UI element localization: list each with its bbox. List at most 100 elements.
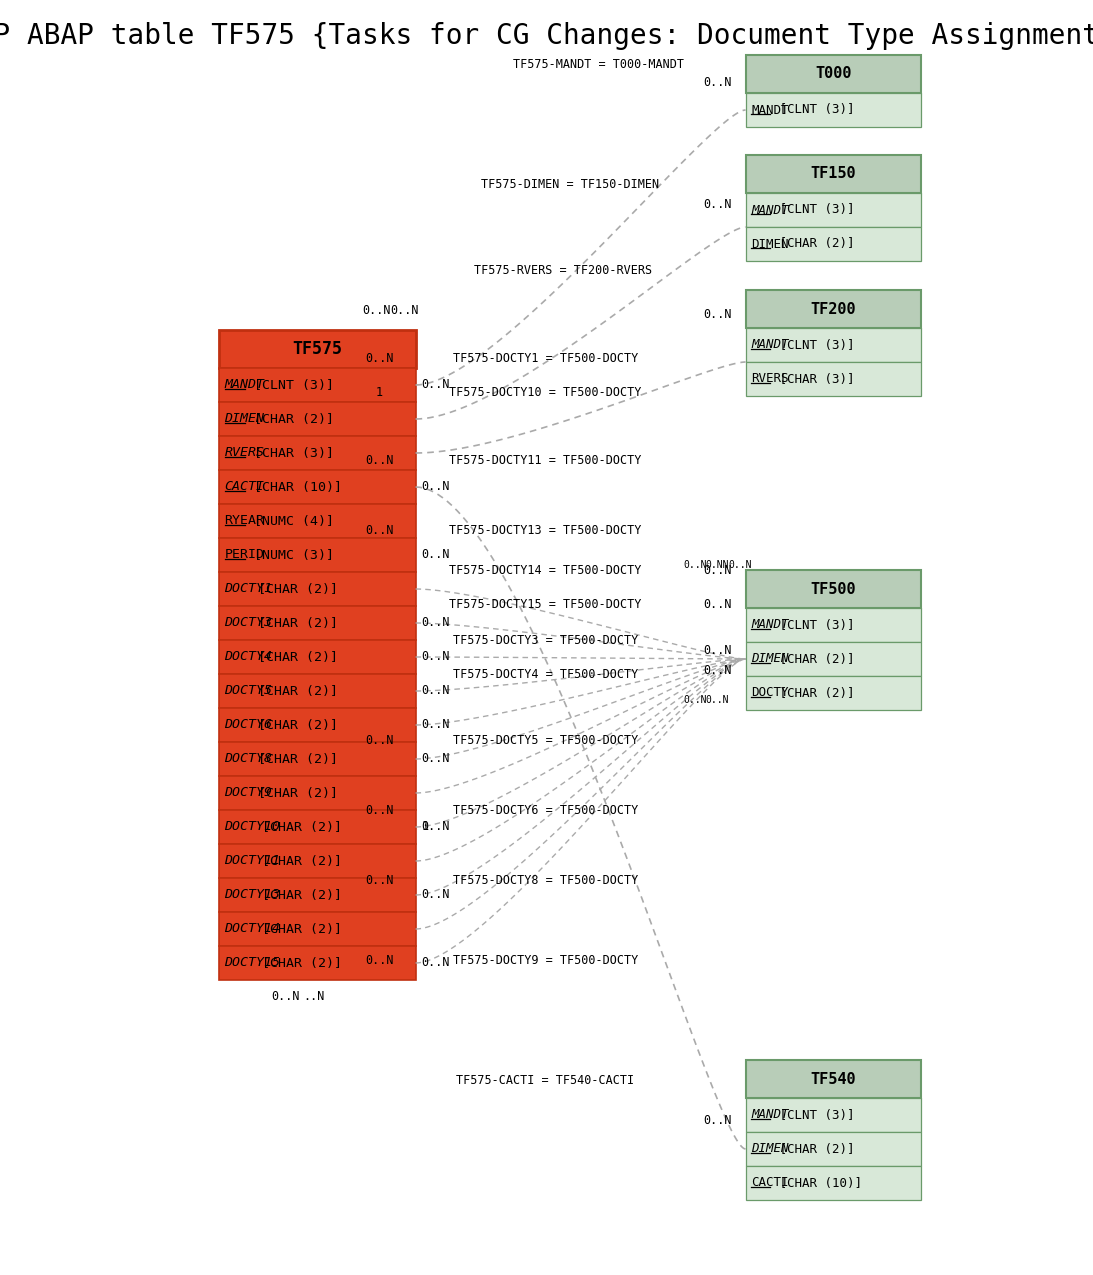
Text: 0..N: 0..N xyxy=(365,873,393,886)
Text: TF575: TF575 xyxy=(292,340,342,358)
FancyBboxPatch shape xyxy=(219,742,415,776)
FancyBboxPatch shape xyxy=(745,643,921,676)
Text: [CHAR (2)]: [CHAR (2)] xyxy=(254,821,342,834)
Text: TF575-MANDT = T000-MANDT: TF575-MANDT = T000-MANDT xyxy=(513,59,683,71)
Text: [CHAR (2)]: [CHAR (2)] xyxy=(250,617,338,630)
Text: TF575-DIMEN = TF150-DIMEN: TF575-DIMEN = TF150-DIMEN xyxy=(481,179,659,191)
Text: TF575-DOCTY10 = TF500-DOCTY: TF575-DOCTY10 = TF500-DOCTY xyxy=(449,385,642,399)
Text: TF575-DOCTY4 = TF500-DOCTY: TF575-DOCTY4 = TF500-DOCTY xyxy=(453,668,638,682)
Text: 0..N: 0..N xyxy=(421,685,449,697)
FancyBboxPatch shape xyxy=(745,93,921,128)
Text: DOCTY11: DOCTY11 xyxy=(224,854,281,867)
Text: [CLNT (3)]: [CLNT (3)] xyxy=(772,103,854,116)
Text: [CHAR (2)]: [CHAR (2)] xyxy=(250,787,338,799)
Text: [CHAR (2)]: [CHAR (2)] xyxy=(254,889,342,901)
Text: DOCTY15: DOCTY15 xyxy=(224,956,281,969)
Text: RYEAR: RYEAR xyxy=(224,515,265,528)
FancyBboxPatch shape xyxy=(219,538,415,572)
Text: [CHAR (2)]: [CHAR (2)] xyxy=(250,752,338,765)
Text: MANDT: MANDT xyxy=(224,379,265,391)
FancyBboxPatch shape xyxy=(745,1167,921,1200)
Text: MANDT: MANDT xyxy=(751,204,789,217)
Text: 0..N: 0..N xyxy=(365,954,393,966)
Text: 0.NN: 0.NN xyxy=(706,560,729,570)
Text: [CHAR (2)]: [CHAR (2)] xyxy=(250,719,338,732)
Text: 0..N: 0..N xyxy=(365,352,393,365)
Text: [CLNT (3)]: [CLNT (3)] xyxy=(246,379,334,391)
Text: 0..N: 0..N xyxy=(421,548,449,561)
Text: 0..N: 0..N xyxy=(421,752,449,765)
Text: [CHAR (2)]: [CHAR (2)] xyxy=(772,1142,854,1155)
FancyBboxPatch shape xyxy=(219,878,415,912)
Text: [CHAR (2)]: [CHAR (2)] xyxy=(772,686,854,700)
Text: PERID: PERID xyxy=(224,548,265,561)
Text: MANDT: MANDT xyxy=(751,338,789,352)
FancyBboxPatch shape xyxy=(745,289,921,328)
Text: 0..N: 0..N xyxy=(703,644,731,657)
FancyBboxPatch shape xyxy=(745,362,921,397)
Text: DIMEN: DIMEN xyxy=(751,653,789,666)
Text: [CHAR (3)]: [CHAR (3)] xyxy=(772,372,854,385)
Text: T000: T000 xyxy=(815,66,851,82)
Text: TF575-DOCTY5 = TF500-DOCTY: TF575-DOCTY5 = TF500-DOCTY xyxy=(453,733,638,746)
FancyBboxPatch shape xyxy=(745,1060,921,1098)
Text: [CHAR (2)]: [CHAR (2)] xyxy=(246,413,334,426)
FancyBboxPatch shape xyxy=(219,330,415,368)
Text: [CLNT (3)]: [CLNT (3)] xyxy=(772,338,854,352)
FancyBboxPatch shape xyxy=(219,640,415,674)
Text: [NUMC (4)]: [NUMC (4)] xyxy=(246,515,334,528)
Text: DOCTY4: DOCTY4 xyxy=(224,650,272,663)
Text: 0..N: 0..N xyxy=(683,695,707,705)
Text: 0..N: 0..N xyxy=(421,821,449,834)
FancyBboxPatch shape xyxy=(219,708,415,742)
Text: DIMEN: DIMEN xyxy=(751,1142,789,1155)
FancyBboxPatch shape xyxy=(219,470,415,504)
Text: ..N: ..N xyxy=(303,991,325,1003)
FancyBboxPatch shape xyxy=(745,1098,921,1132)
Text: TF575-DOCTY11 = TF500-DOCTY: TF575-DOCTY11 = TF500-DOCTY xyxy=(449,454,642,467)
FancyBboxPatch shape xyxy=(219,402,415,436)
Text: 0..N: 0..N xyxy=(421,956,449,969)
FancyBboxPatch shape xyxy=(745,570,921,608)
FancyBboxPatch shape xyxy=(745,1132,921,1167)
FancyBboxPatch shape xyxy=(219,674,415,708)
Text: 0..N: 0..N xyxy=(421,650,449,663)
Text: [CHAR (10)]: [CHAR (10)] xyxy=(246,481,342,493)
Text: [CLNT (3)]: [CLNT (3)] xyxy=(772,204,854,217)
FancyBboxPatch shape xyxy=(219,504,415,538)
FancyBboxPatch shape xyxy=(745,55,921,93)
Text: 0..N: 0..N xyxy=(683,560,707,570)
Text: [CHAR (3)]: [CHAR (3)] xyxy=(246,446,334,459)
Text: RVERS: RVERS xyxy=(751,372,789,385)
FancyBboxPatch shape xyxy=(219,606,415,640)
Text: 0..N: 0..N xyxy=(703,1113,731,1127)
Text: [CHAR (2)]: [CHAR (2)] xyxy=(250,583,338,595)
Text: DOCTY1: DOCTY1 xyxy=(224,583,272,595)
Text: 0..N: 0..N xyxy=(365,803,393,816)
FancyBboxPatch shape xyxy=(219,946,415,980)
FancyBboxPatch shape xyxy=(219,912,415,946)
FancyBboxPatch shape xyxy=(219,776,415,810)
Text: DOCTY10: DOCTY10 xyxy=(224,821,281,834)
Text: MANDT: MANDT xyxy=(751,618,789,631)
Text: [CHAR (2)]: [CHAR (2)] xyxy=(254,956,342,969)
Text: DOCTY13: DOCTY13 xyxy=(224,889,281,901)
FancyBboxPatch shape xyxy=(745,156,921,193)
Text: 0..N: 0..N xyxy=(421,889,449,901)
Text: [CHAR (2)]: [CHAR (2)] xyxy=(250,685,338,697)
FancyBboxPatch shape xyxy=(745,328,921,362)
FancyBboxPatch shape xyxy=(219,810,415,844)
FancyBboxPatch shape xyxy=(745,227,921,261)
Text: 1: 1 xyxy=(421,821,428,834)
Text: DIMEN: DIMEN xyxy=(751,237,789,250)
Text: 0..N: 0..N xyxy=(703,564,731,576)
Text: 0..N: 0..N xyxy=(728,560,752,570)
Text: RVERS: RVERS xyxy=(224,446,265,459)
Text: TF575-DOCTY9 = TF500-DOCTY: TF575-DOCTY9 = TF500-DOCTY xyxy=(453,954,638,966)
Text: [CLNT (3)]: [CLNT (3)] xyxy=(772,1108,854,1122)
Text: TF500: TF500 xyxy=(811,581,856,597)
Text: TF575-RVERS = TF200-RVERS: TF575-RVERS = TF200-RVERS xyxy=(474,264,653,277)
Text: DOCTY9: DOCTY9 xyxy=(224,787,272,799)
Text: [CHAR (2)]: [CHAR (2)] xyxy=(772,237,854,250)
Text: DOCTY: DOCTY xyxy=(751,686,789,700)
